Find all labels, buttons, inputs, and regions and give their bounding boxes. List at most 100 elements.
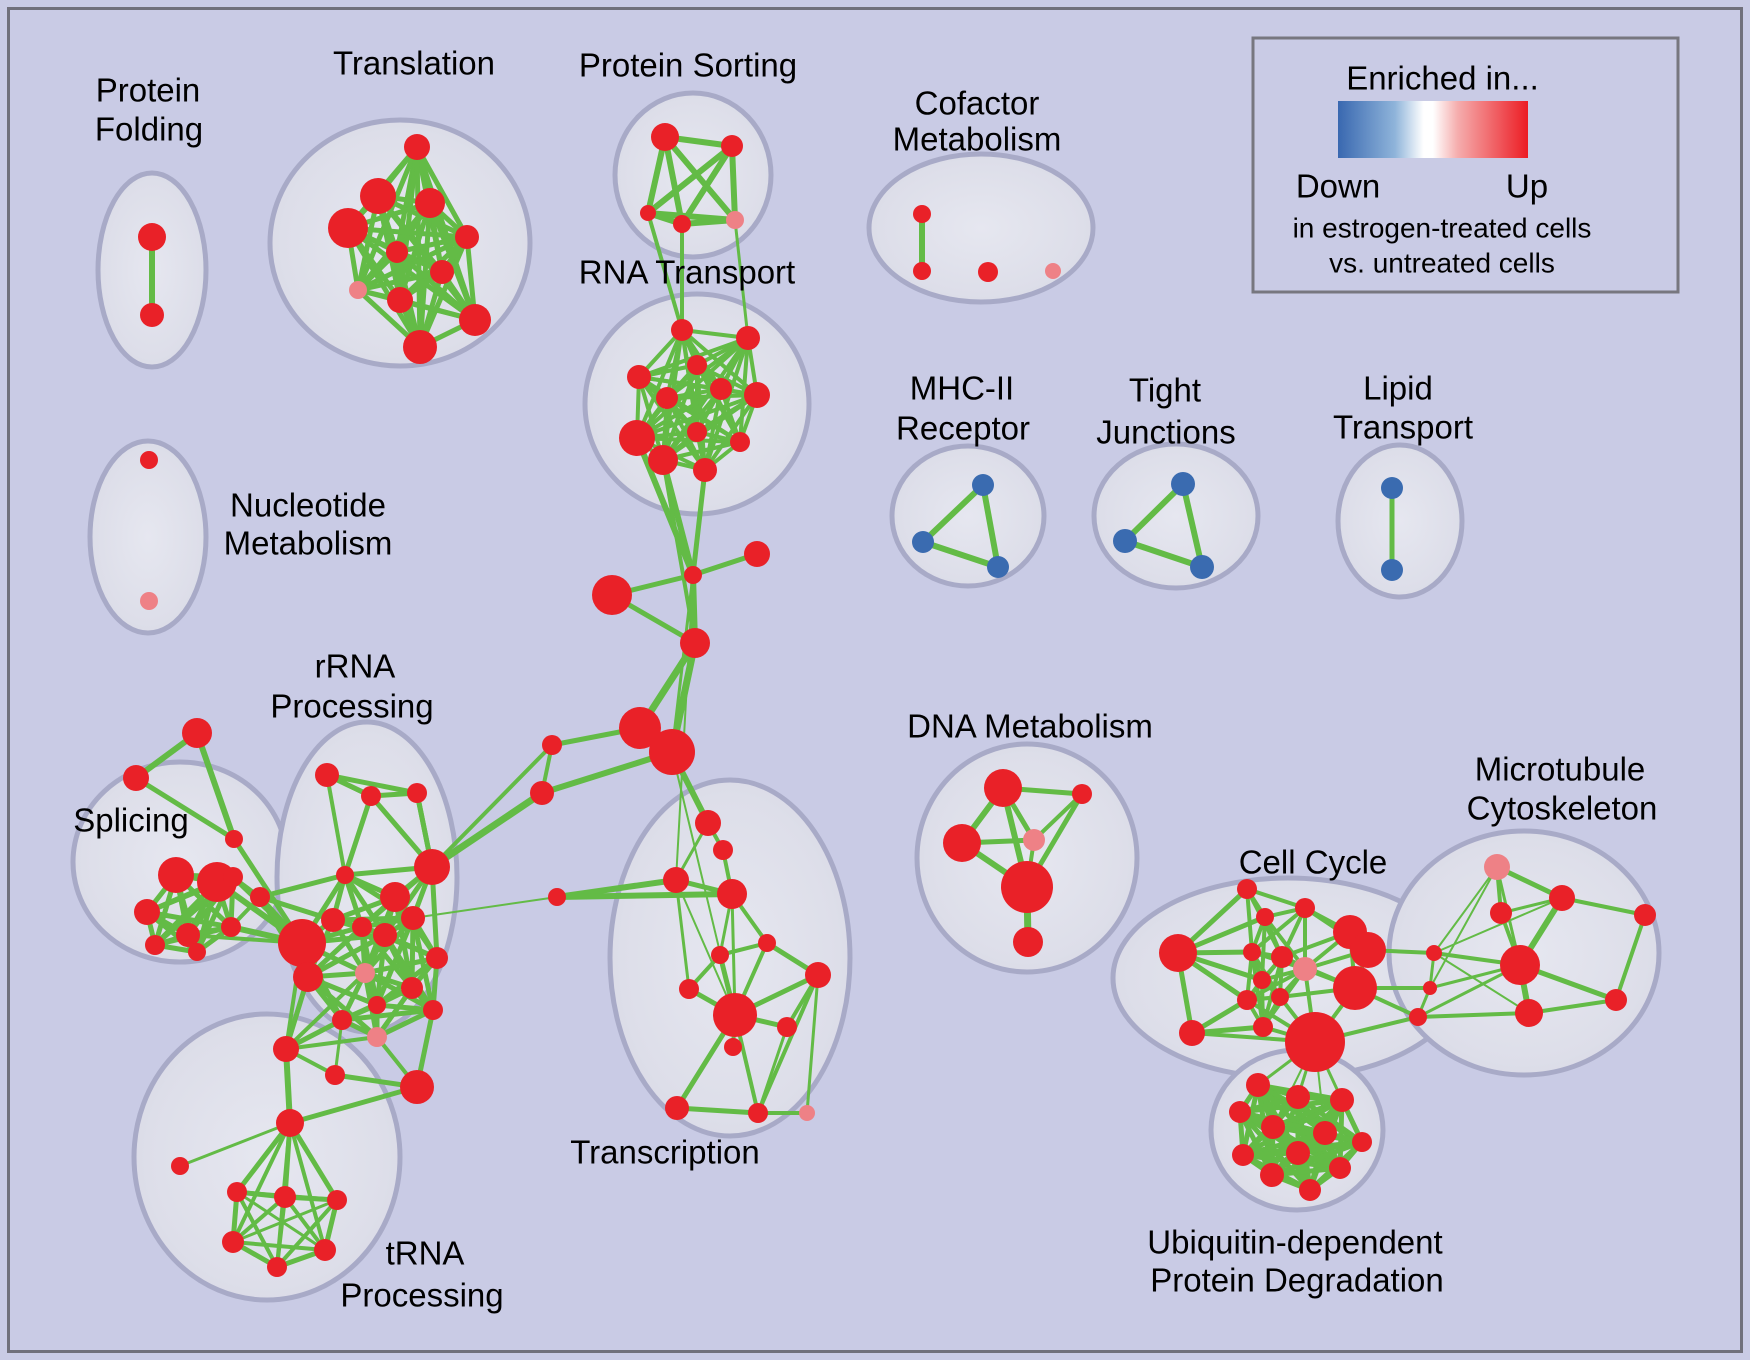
enrichment-edge (231, 1198, 339, 1244)
enrichment-edge (235, 1190, 279, 1269)
gene-set-node (619, 707, 661, 749)
gene-set-node (1409, 1008, 1427, 1026)
gene-set-node (355, 963, 375, 983)
gene-set-node (744, 541, 770, 567)
gene-set-node (1295, 898, 1315, 918)
figure-border (7, 7, 1743, 1353)
cluster-label-lipid-transport: Transport (1333, 409, 1473, 446)
gene-set-node (140, 592, 158, 610)
enrichment-edge (194, 730, 237, 842)
enrichment-edge (133, 775, 237, 842)
cluster-label-cofactor-metabolism: Cofactor (915, 85, 1040, 122)
gene-set-node (972, 474, 994, 496)
enrichment-edge (284, 1035, 379, 1051)
gene-set-node (1490, 902, 1512, 924)
gene-set-node (913, 262, 931, 280)
enrichment-edge (729, 143, 738, 223)
gene-set-node (799, 1105, 815, 1121)
gene-set-node (327, 1190, 347, 1210)
enrichment-edge (144, 909, 234, 930)
gene-set-node (250, 887, 270, 907)
enrichment-edge (414, 144, 470, 240)
cluster-label-mhc2-receptor: MHC-II (910, 370, 1014, 407)
cluster-label-nucleotide-metabolism: Nucleotide (230, 487, 386, 524)
gene-set-node (1232, 1144, 1254, 1166)
cluster-ellipse-tight-junctions (1091, 441, 1261, 591)
enrichment-edge (674, 878, 691, 991)
legend-group: Enriched in... Down Up in estrogen-treated … (1251, 36, 1680, 294)
gene-set-node (401, 977, 423, 999)
gene-set-node (223, 867, 243, 887)
enrichment-edge (690, 467, 708, 578)
gene-set-node (1352, 1132, 1372, 1152)
gene-set-node (1243, 943, 1261, 961)
gene-set-node (1113, 529, 1137, 553)
gene-set-node (138, 223, 166, 251)
gene-set-node (695, 810, 721, 836)
legend-gradient-bar (1338, 101, 1528, 158)
gene-set-node (665, 1096, 689, 1120)
gene-set-node (1500, 945, 1540, 985)
gene-set-node (721, 135, 743, 157)
gene-set-node (1159, 934, 1197, 972)
gene-set-node (315, 763, 339, 787)
cluster-label-trna-processing: tRNA (386, 1235, 465, 1272)
gene-set-node (222, 1231, 244, 1253)
gene-set-node (414, 849, 450, 885)
enrichment-edge (756, 1025, 789, 1115)
gene-set-node (361, 786, 381, 806)
enrichment-edge (374, 1007, 436, 1040)
cluster-label-protein-folding: Protein (96, 72, 201, 109)
enrichment-edge (1416, 1011, 1531, 1019)
gene-set-node (943, 824, 981, 862)
enrichment-edge (554, 891, 735, 900)
gene-set-node (736, 326, 760, 350)
gene-set-node (1072, 784, 1092, 804)
enrichment-edge (275, 1198, 339, 1269)
enrichment-edge (1032, 792, 1084, 842)
gene-set-node (1013, 927, 1043, 957)
gene-set-node (671, 319, 693, 341)
enrichment-edge (275, 1195, 287, 1269)
gene-set-node (1333, 966, 1377, 1010)
gene-set-node (293, 962, 323, 992)
cluster-label-rrna-processing: rRNA (315, 648, 396, 685)
gene-set-node (360, 178, 396, 214)
gene-set-node (321, 908, 345, 932)
enrichment-edge (1429, 866, 1498, 989)
gene-set-node (680, 628, 710, 658)
gene-set-node (1381, 477, 1403, 499)
gene-set-node (710, 378, 732, 400)
gene-set-node (542, 735, 562, 755)
cluster-label-tight-junctions: Tight (1129, 372, 1201, 409)
enrichment-edge (980, 482, 1001, 570)
gene-set-node (423, 1000, 443, 1020)
enrichment-edge (671, 751, 736, 1016)
gene-set-node (1001, 861, 1053, 913)
cluster-label-cofactor-metabolism: Metabolism (893, 121, 1062, 158)
enrichment-edge (674, 1105, 761, 1116)
gene-set-node (1045, 263, 1061, 279)
gene-set-node (548, 888, 566, 906)
cluster-label-splicing: Splicing (73, 802, 189, 839)
gene-set-node (1171, 472, 1195, 496)
enrichment-edge (339, 1007, 436, 1023)
gene-set-node (1237, 990, 1257, 1010)
gene-set-node (332, 1010, 352, 1030)
cluster-label-cell-cycle: Cell Cycle (1239, 844, 1388, 881)
gene-set-node (426, 947, 448, 969)
gene-set-node (1381, 559, 1403, 581)
enrichment-edge (382, 932, 436, 1013)
gene-set-node (415, 188, 445, 218)
cluster-label-translation: Translation (333, 45, 495, 82)
gene-set-node (1253, 1017, 1273, 1037)
enrichment-edge (430, 743, 554, 869)
legend-subtitle-line1: in estrogen-treated cells (1293, 213, 1592, 244)
gene-set-node (713, 840, 733, 860)
enrichment-edge (1614, 913, 1647, 1002)
gene-set-node (717, 879, 747, 909)
cluster-label-rrna-processing: Processing (270, 688, 433, 725)
gene-set-node (592, 575, 632, 615)
gene-set-node (373, 923, 397, 947)
